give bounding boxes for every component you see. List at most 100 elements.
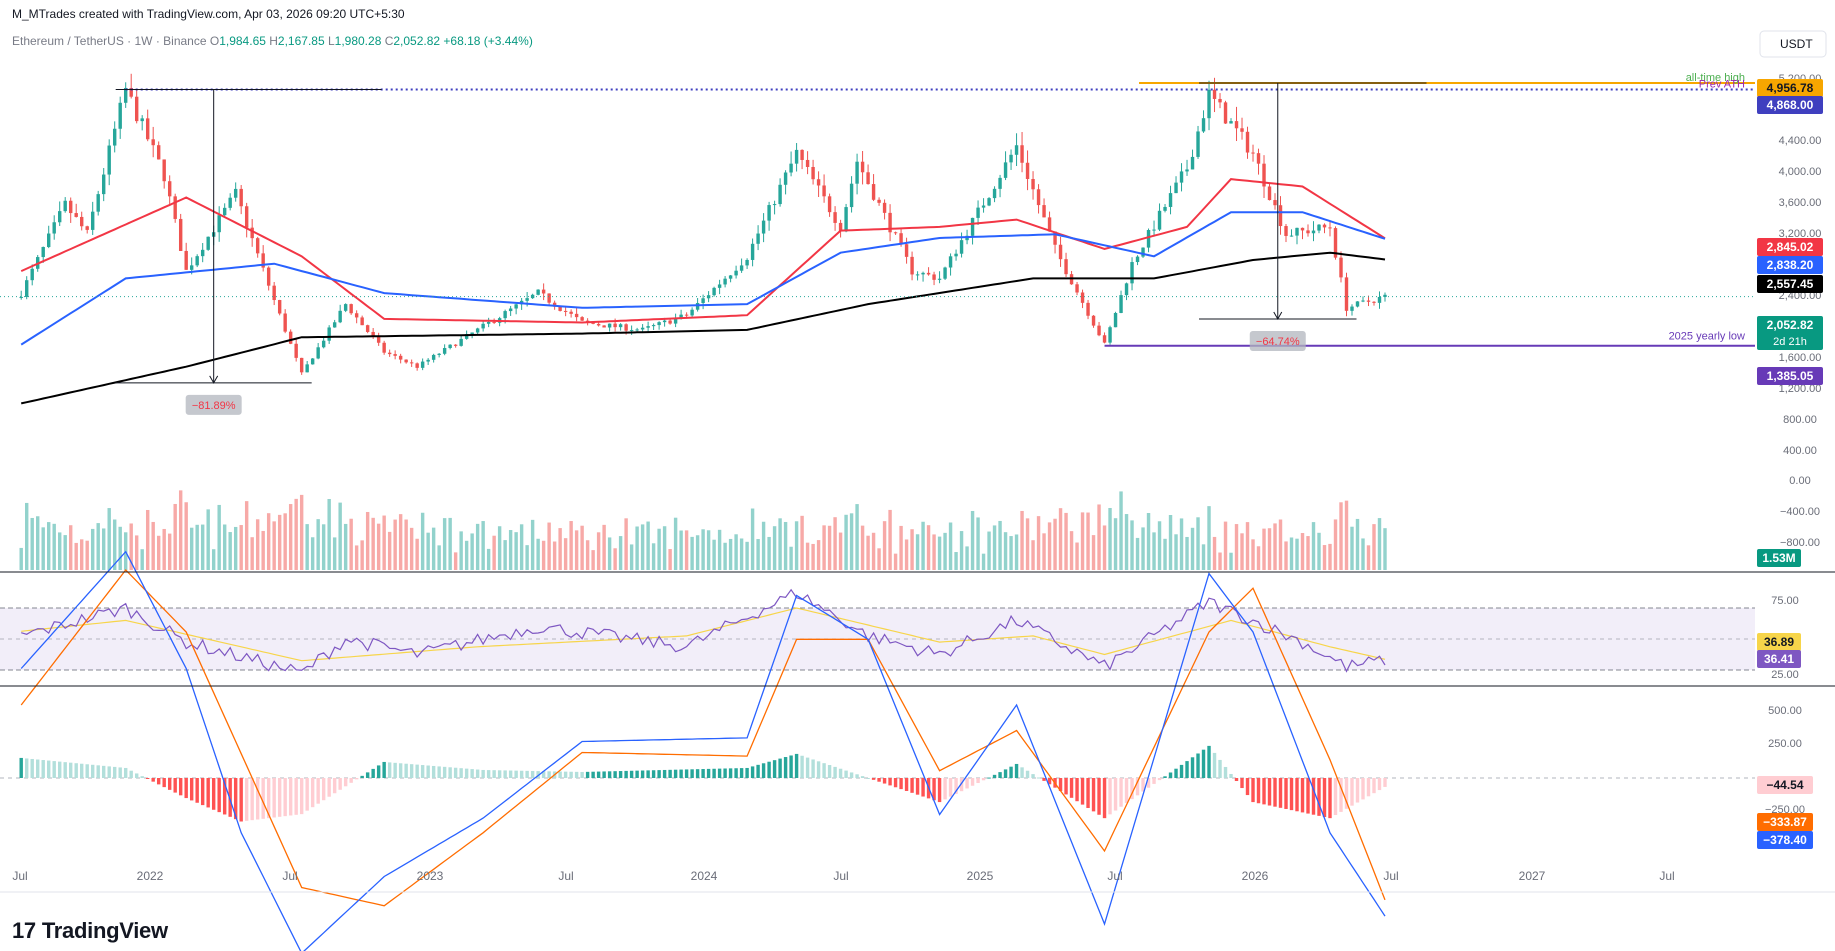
volume-bar bbox=[563, 538, 568, 570]
candle-body bbox=[976, 207, 980, 218]
macd-histogram-bar bbox=[1196, 753, 1200, 778]
annotations: −81.89% −64.74% bbox=[115, 82, 1427, 415]
candle-body bbox=[85, 226, 89, 230]
macd-histogram-bar bbox=[118, 767, 122, 778]
volume-bar bbox=[299, 494, 304, 570]
candle-body bbox=[651, 325, 656, 327]
volume-bar bbox=[266, 513, 271, 570]
macd-histogram-bar bbox=[1135, 778, 1140, 796]
candle-body bbox=[492, 321, 496, 323]
macd-histogram-bar bbox=[1234, 778, 1239, 782]
macd-histogram-bar bbox=[459, 768, 463, 778]
candle-body bbox=[1201, 118, 1206, 132]
volume-bar bbox=[673, 517, 678, 570]
macd-histogram-bar bbox=[1306, 778, 1310, 814]
macd-histogram-bar bbox=[514, 770, 518, 778]
candle-body bbox=[1289, 235, 1294, 237]
candle-body bbox=[228, 197, 232, 208]
volume-bar bbox=[1251, 539, 1255, 570]
price-axis-tick: −800.00 bbox=[1780, 537, 1820, 549]
macd-histogram-bar bbox=[255, 778, 260, 820]
candle-body bbox=[1020, 145, 1024, 163]
candle-body bbox=[987, 198, 991, 206]
volume-bar bbox=[756, 539, 760, 570]
drawdown-label: −81.89% bbox=[192, 400, 236, 412]
macd-histogram-bar bbox=[607, 771, 612, 778]
candle-body bbox=[1317, 224, 1321, 231]
change-value: +68.18 (+3.44%) bbox=[443, 34, 532, 48]
candle-body bbox=[1168, 193, 1173, 207]
macd-histogram-bar bbox=[266, 778, 271, 819]
macd-histogram-bar bbox=[442, 766, 447, 778]
macd-histogram-bar bbox=[321, 778, 326, 801]
macd-histogram-bar bbox=[712, 768, 716, 778]
currency-button[interactable]: USDT bbox=[1759, 30, 1827, 58]
candle-body bbox=[613, 323, 617, 328]
macd-histogram-bar bbox=[965, 778, 969, 789]
rsi-panel bbox=[0, 588, 1755, 673]
candle-body bbox=[1058, 244, 1063, 260]
candle-body bbox=[602, 325, 606, 328]
macd-histogram-bar bbox=[816, 761, 821, 778]
macd-histogram-bar bbox=[849, 772, 854, 778]
macd-histogram-bar bbox=[129, 770, 133, 778]
macd-histogram-bar bbox=[283, 778, 287, 817]
candle-body bbox=[420, 361, 425, 368]
macd-histogram-bar bbox=[261, 778, 265, 819]
volume-bar bbox=[1097, 504, 1101, 570]
tradingview-logo[interactable]: 17 TradingView bbox=[12, 918, 168, 944]
macd-histogram-bar bbox=[662, 769, 667, 778]
macd-histogram-bar bbox=[728, 768, 733, 778]
volume-bar bbox=[167, 533, 172, 570]
macd-histogram-bar bbox=[189, 778, 194, 801]
candle-body bbox=[1097, 325, 1101, 336]
price-axis-tick: 4,400.00 bbox=[1779, 135, 1822, 147]
candle-body bbox=[1223, 102, 1228, 124]
volume-bar bbox=[294, 498, 298, 570]
candle-body bbox=[657, 322, 661, 326]
macd-histogram-bar bbox=[1086, 778, 1090, 808]
macd-histogram-bar bbox=[893, 778, 898, 788]
volume-bar bbox=[1278, 519, 1283, 570]
close-label: C bbox=[385, 34, 394, 48]
volume-bar bbox=[387, 531, 392, 570]
volume-bar bbox=[393, 519, 397, 570]
volume-bar bbox=[1119, 491, 1123, 570]
volume-bar bbox=[178, 490, 183, 570]
macd-histogram-bar bbox=[635, 770, 639, 778]
macd-histogram-bar bbox=[503, 770, 507, 778]
candle-body bbox=[426, 359, 430, 362]
volume-bar bbox=[426, 532, 430, 570]
volume-bar bbox=[464, 540, 469, 570]
macd-histogram-bar bbox=[998, 772, 1002, 778]
rsi-band-fill bbox=[0, 608, 1755, 670]
candle-body bbox=[184, 250, 188, 270]
rsi-badge: 36.41 bbox=[1764, 652, 1794, 666]
candle-body bbox=[30, 268, 34, 281]
ema-red-badge: 2,845.02 bbox=[1767, 240, 1814, 254]
candle-body bbox=[1311, 230, 1316, 234]
macd-histogram-bar bbox=[855, 774, 859, 778]
volume-bar bbox=[497, 526, 502, 570]
volume-bar bbox=[536, 538, 540, 570]
volume-bar bbox=[354, 545, 359, 570]
macd-histogram-bar bbox=[987, 777, 991, 779]
candle-body bbox=[63, 200, 67, 212]
volume-bar bbox=[1372, 524, 1376, 570]
macd-histogram-bar bbox=[1333, 778, 1338, 816]
volume-bar bbox=[283, 513, 287, 570]
volume-bar bbox=[1322, 545, 1327, 570]
macd-histogram-bar bbox=[453, 767, 458, 778]
candle-body bbox=[1306, 230, 1310, 234]
macd-histogram-bar bbox=[1245, 778, 1250, 796]
volume-bar bbox=[1058, 508, 1063, 570]
candle-body bbox=[1119, 295, 1123, 313]
macd-histogram-bar bbox=[481, 769, 485, 778]
macd-histogram-bar bbox=[833, 766, 837, 778]
macd-histogram-bar bbox=[30, 758, 34, 778]
volume-bar bbox=[712, 539, 716, 570]
volume-bar bbox=[1196, 517, 1200, 570]
candle-body bbox=[800, 149, 804, 160]
volume-bar bbox=[222, 524, 227, 570]
